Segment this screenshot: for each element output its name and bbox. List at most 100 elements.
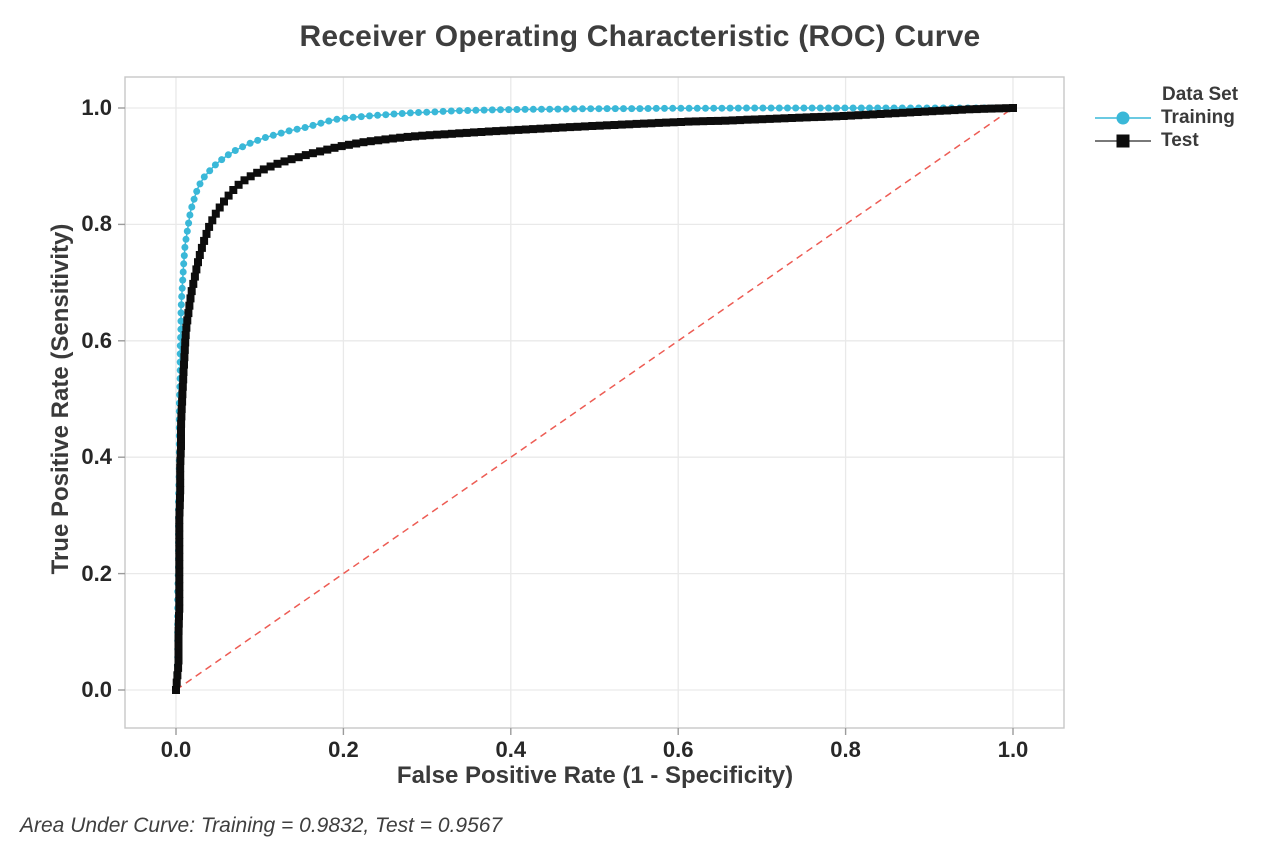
test-data-marker bbox=[175, 567, 184, 576]
test-data-marker bbox=[773, 114, 782, 123]
training-data-marker bbox=[513, 106, 521, 113]
test-data-marker bbox=[344, 140, 353, 149]
training-data-marker bbox=[185, 219, 193, 227]
training-data-marker bbox=[218, 156, 226, 164]
test-data-marker bbox=[174, 634, 183, 643]
test-data-marker bbox=[176, 456, 185, 465]
test-data-marker bbox=[447, 129, 456, 138]
training-data-marker bbox=[382, 111, 390, 119]
test-data-marker bbox=[189, 279, 198, 288]
training-data-marker bbox=[620, 105, 627, 113]
test-data-marker bbox=[566, 123, 575, 132]
test-data-marker bbox=[595, 121, 604, 130]
test-data-marker bbox=[177, 442, 185, 450]
test-data-marker bbox=[211, 209, 220, 218]
test-data-marker bbox=[181, 331, 190, 340]
training-data-marker bbox=[562, 105, 570, 113]
test-data-marker bbox=[913, 108, 922, 116]
training-data-marker bbox=[595, 105, 603, 113]
training-data-marker bbox=[644, 105, 652, 112]
training-data-marker bbox=[784, 104, 791, 112]
test-data-marker bbox=[514, 125, 523, 134]
y-tick-label: 0.2 bbox=[81, 560, 112, 586]
test-data-marker bbox=[308, 149, 317, 158]
test-data-marker bbox=[259, 165, 268, 174]
legend-label-test: Test bbox=[1161, 130, 1199, 151]
test-data-marker bbox=[1002, 104, 1011, 113]
training-data-marker bbox=[177, 317, 185, 325]
test-data-marker bbox=[758, 115, 767, 124]
test-data-marker bbox=[187, 287, 196, 296]
training-data-marker bbox=[231, 147, 239, 154]
test-data-marker bbox=[736, 116, 745, 125]
test-data-marker bbox=[179, 375, 188, 384]
test-data-marker bbox=[178, 390, 187, 399]
training-data-marker bbox=[546, 105, 554, 113]
training-data-marker bbox=[636, 105, 644, 113]
training-data-marker bbox=[628, 105, 636, 113]
training-data-marker bbox=[254, 136, 262, 144]
training-data-marker bbox=[849, 104, 857, 112]
test-data-marker bbox=[176, 493, 184, 502]
y-tick-label: 1.0 bbox=[81, 95, 112, 120]
training-data-marker bbox=[759, 104, 767, 112]
x-tick-label: 0.8 bbox=[830, 737, 861, 762]
training-data-marker bbox=[677, 104, 685, 112]
test-data-marker bbox=[200, 236, 209, 245]
training-data-marker bbox=[206, 167, 214, 175]
test-data-marker bbox=[810, 113, 819, 122]
training-data-marker bbox=[179, 276, 187, 284]
training-data-marker bbox=[406, 109, 414, 117]
training-data-marker bbox=[710, 104, 718, 112]
legend-title: Data Set bbox=[1162, 84, 1239, 105]
test-data-marker bbox=[175, 560, 184, 569]
training-data-marker bbox=[293, 125, 301, 133]
training-data-marker bbox=[180, 252, 188, 260]
training-data-marker bbox=[497, 106, 504, 114]
test-data-marker bbox=[507, 126, 515, 135]
test-data-marker bbox=[972, 105, 981, 114]
test-data-marker bbox=[418, 131, 427, 140]
test-data-marker bbox=[499, 126, 508, 135]
y-tick-label: 0.4 bbox=[81, 444, 112, 470]
test-data-marker bbox=[433, 130, 442, 139]
training-data-marker bbox=[652, 104, 660, 112]
test-data-marker bbox=[202, 229, 211, 238]
test-data-marker bbox=[839, 112, 848, 120]
test-data-marker bbox=[280, 157, 289, 166]
test-data-marker bbox=[175, 575, 184, 584]
test-data-marker bbox=[529, 125, 538, 134]
test-data-marker bbox=[175, 604, 184, 613]
training-data-marker bbox=[447, 107, 455, 115]
test-data-marker bbox=[172, 686, 180, 694]
test-data-marker bbox=[425, 131, 434, 140]
test-data-marker bbox=[178, 397, 187, 406]
test-data-marker bbox=[536, 124, 545, 133]
test-data-marker bbox=[455, 129, 464, 138]
x-tick-label: 0.4 bbox=[495, 737, 527, 762]
training-data-marker bbox=[224, 151, 232, 159]
test-data-marker bbox=[699, 117, 708, 126]
test-data-marker bbox=[580, 122, 589, 131]
test-data-marker bbox=[750, 115, 759, 124]
training-data-marker bbox=[309, 121, 317, 129]
training-data-marker bbox=[751, 104, 759, 112]
x-tick-label: 0.6 bbox=[662, 737, 694, 762]
legend-item-test: Test bbox=[1094, 130, 1280, 152]
test-data-marker bbox=[374, 136, 383, 145]
test-data-marker bbox=[174, 626, 183, 635]
test-data-marker bbox=[632, 119, 641, 128]
training-data-marker bbox=[792, 104, 800, 112]
test-data-marker bbox=[994, 104, 1003, 113]
training-data-marker bbox=[669, 104, 677, 112]
training-data-marker bbox=[246, 139, 254, 147]
test-data-marker bbox=[728, 116, 737, 125]
training-data-marker bbox=[521, 105, 529, 113]
test-data-marker bbox=[669, 118, 678, 127]
test-data-marker bbox=[197, 243, 206, 252]
test-data-marker bbox=[396, 133, 405, 142]
test-data-marker bbox=[175, 545, 184, 554]
test-data-marker bbox=[403, 132, 412, 141]
chart-title: Receiver Operating Characteristic (ROC) … bbox=[299, 20, 981, 53]
